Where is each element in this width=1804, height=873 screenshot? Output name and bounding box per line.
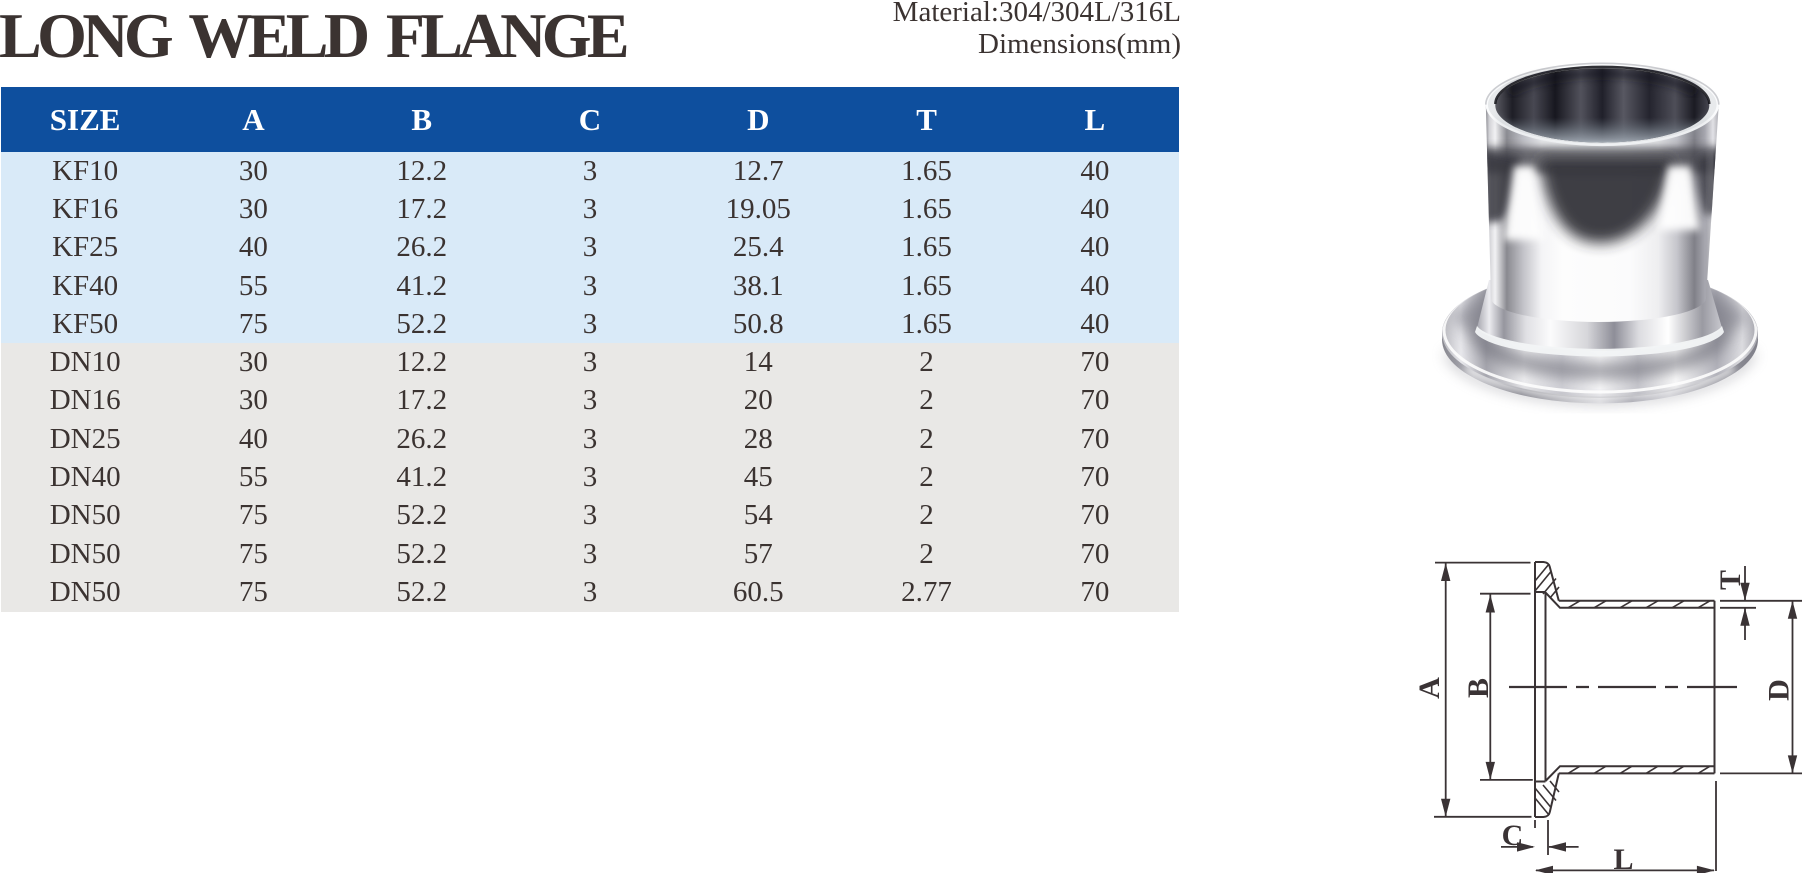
svg-text:D: D [1763, 679, 1796, 701]
svg-text:T: T [1714, 570, 1747, 590]
svg-text:C: C [1502, 819, 1524, 852]
svg-text:L: L [1613, 843, 1633, 873]
svg-text:A: A [1413, 677, 1446, 699]
svg-text:B: B [1462, 678, 1495, 698]
